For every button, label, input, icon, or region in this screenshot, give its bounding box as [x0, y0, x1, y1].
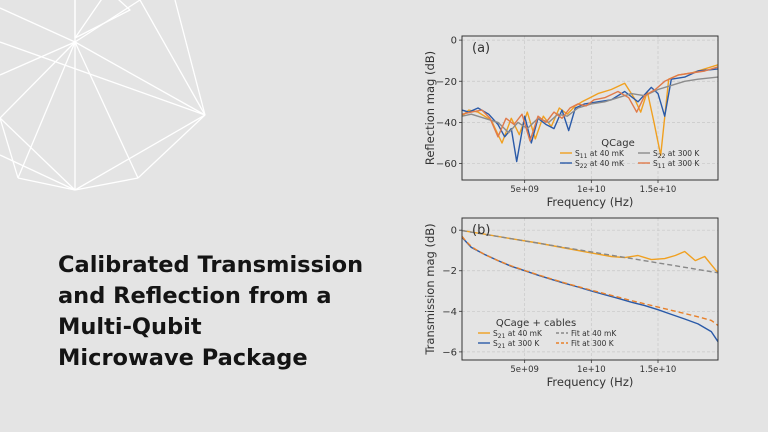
- x-tick-label: 1.5e+10: [640, 185, 677, 195]
- y-tick-label: −20: [436, 77, 457, 88]
- legend-title: QCage + cables: [496, 318, 576, 329]
- slide-title-line: Calibrated Transmission: [58, 252, 364, 278]
- pattern-line: [174, 0, 206, 116]
- slide-title: Calibrated Transmission and Reflection f…: [58, 250, 398, 374]
- x-axis-label: Frequency (Hz): [547, 195, 634, 209]
- chart-panel-b: 5e+09 1e+10 1.5e+10 0 −2 −4 −6 Frequency (Hz) Tr…: [423, 217, 719, 389]
- x-tick-label: 5e+09: [510, 365, 539, 375]
- series-line: [462, 66, 718, 142]
- pattern-line: [0, 7, 76, 43]
- series-line: [462, 76, 718, 134]
- pattern-line: [137, 114, 206, 179]
- pattern-line: [74, 41, 206, 116]
- pattern-line: [74, 114, 206, 191]
- y-tick-label: −4: [442, 307, 457, 318]
- y-axis-label: Transmission mag (dB): [423, 223, 437, 355]
- x-tick-label: 1e+10: [577, 365, 606, 375]
- panel-label: (a): [472, 41, 490, 56]
- y-tick-label: 0: [451, 226, 457, 237]
- series-line: [462, 64, 718, 157]
- x-tick-label: 1e+10: [577, 185, 606, 195]
- legend-entry-label: S22 at 300 K: [653, 149, 700, 160]
- legend-entry-label: S22 at 40 mK: [575, 159, 625, 170]
- pattern-star-shape: [74, 0, 131, 39]
- x-tick-label: 5e+09: [510, 185, 539, 195]
- pattern-line: [17, 177, 76, 191]
- slide-title-line: and Reflection from a: [58, 283, 332, 309]
- decorative-star-pattern: [0, 0, 206, 191]
- x-axis-label: Frequency (Hz): [547, 375, 634, 389]
- y-tick-label: −40: [436, 118, 457, 129]
- legend-entry-label: Fit at 300 K: [571, 339, 615, 348]
- pattern-line: [0, 41, 206, 116]
- y-tick-label: 0: [451, 36, 457, 47]
- legend-entry-label: S21 at 300 K: [493, 339, 540, 350]
- pattern-line: [0, 41, 76, 76]
- y-tick-label: −60: [436, 159, 457, 170]
- pattern-line: [74, 41, 139, 179]
- pattern-line: [0, 154, 76, 191]
- pattern-line: [74, 177, 139, 191]
- plot-frame: [461, 35, 719, 181]
- y-axis-label: Reflection mag (dB): [423, 51, 437, 165]
- slide-title-line: Multi-Qubit: [58, 314, 202, 340]
- slide-title-line: Microwave Package: [58, 345, 308, 371]
- legend-entry-label: S21 at 40 mK: [493, 329, 543, 340]
- legend-entry-label: S11 at 40 mK: [575, 149, 625, 160]
- plot-frame: [461, 217, 719, 361]
- legend-title: QCage: [601, 138, 634, 149]
- pattern-line: [0, 117, 76, 191]
- pattern-line: [0, 117, 19, 179]
- legend-entry-label: Fit at 40 mK: [571, 329, 617, 338]
- legend-entry-label: S11 at 300 K: [653, 159, 700, 170]
- pattern-line: [0, 41, 76, 119]
- pattern-line: [74, 0, 141, 43]
- pattern-line: [17, 41, 76, 179]
- pattern-line: [139, 0, 206, 116]
- panel-label: (b): [472, 223, 490, 238]
- chart-panel-a: 5e+09 1e+10 1.5e+10 0 −20 −40 −60 Frequency (Hz…: [423, 35, 719, 209]
- series-line: [462, 229, 718, 274]
- series-line: [462, 235, 718, 327]
- y-tick-label: −6: [442, 347, 457, 358]
- x-tick-label: 1.5e+10: [640, 365, 677, 375]
- y-tick-label: −2: [442, 266, 457, 277]
